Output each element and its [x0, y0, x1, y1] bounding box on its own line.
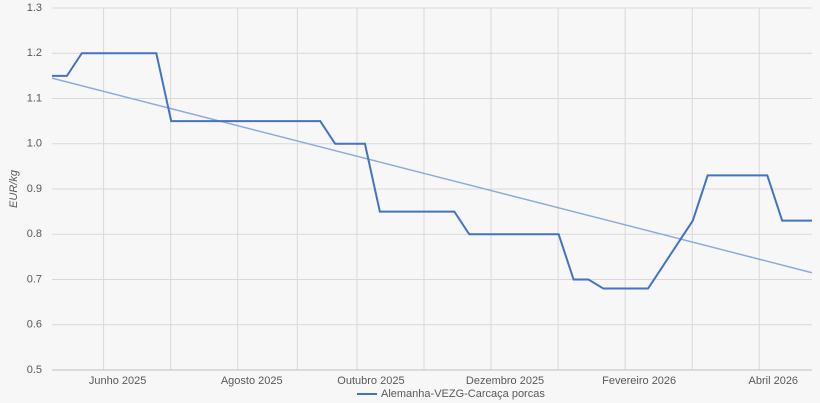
y-tick-label: 0.8: [27, 228, 42, 240]
data-line: [52, 52, 812, 290]
legend-label: Alemanha-VEZG-Carcaça porcas: [381, 388, 545, 400]
y-tick-label: 1.0: [27, 138, 42, 150]
y-tick-label: 1.1: [27, 92, 42, 104]
x-tick-label: Fevereiro 2026: [602, 375, 676, 387]
y-axis-label: EUR/kg: [8, 169, 20, 208]
trendline: [51, 77, 813, 274]
x-tick-label: Abril 2026: [749, 375, 799, 387]
x-tick-label: Dezembro 2025: [466, 375, 544, 387]
x-tick-label: Junho 2025: [89, 375, 147, 387]
y-tick-label: 1.2: [27, 47, 42, 59]
y-tick-label: 0.7: [27, 273, 42, 285]
y-tick-label: 0.5: [27, 364, 42, 376]
x-tick-label: Agosto 2025: [221, 375, 283, 387]
y-tick-label: 1.3: [27, 2, 42, 14]
x-tick-label: Outubro 2025: [337, 375, 404, 387]
y-tick-label: 0.6: [27, 319, 42, 331]
y-tick-label: 0.9: [27, 183, 42, 195]
